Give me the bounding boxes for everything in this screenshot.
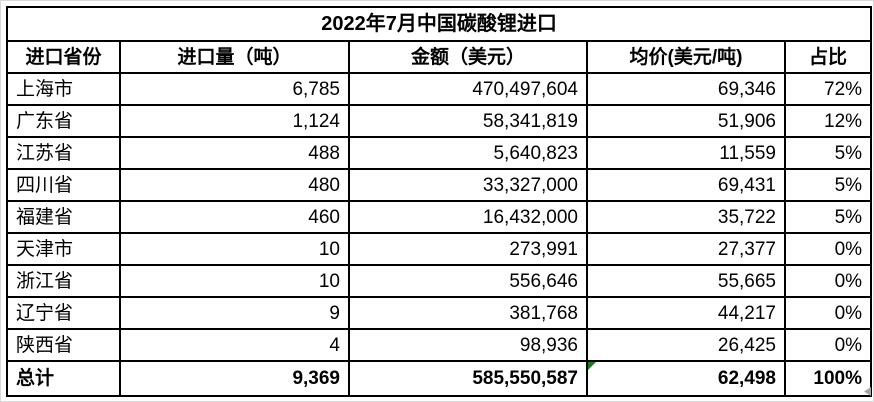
avg-price-cell: 55,665 bbox=[586, 264, 786, 298]
avg-price-cell: 26,425 bbox=[586, 328, 786, 362]
amount-cell: 58,341,819 bbox=[348, 104, 588, 138]
total-amount-cell: 585,550,587 bbox=[348, 360, 588, 397]
table-row: 陕西省 4 98,936 26,425 0% bbox=[6, 328, 873, 362]
header-volume: 进口量（吨） bbox=[119, 40, 350, 74]
header-share: 占比 bbox=[783, 40, 873, 74]
share-cell: 12% bbox=[783, 104, 873, 138]
province-cell: 江苏省 bbox=[6, 136, 121, 170]
table-row: 福建省 460 16,432,000 35,722 5% bbox=[6, 200, 873, 234]
total-avg-price-cell: 62,498 bbox=[586, 360, 786, 397]
province-cell: 辽宁省 bbox=[6, 296, 121, 330]
excel-cell-flag-icon bbox=[589, 363, 596, 370]
lithium-import-table: 2022年7月中国碳酸锂进口 进口省份 进口量（吨） 金额（美元） 均价(美元/… bbox=[5, 6, 873, 397]
table-total-row: 总计 9,369 585,550,587 62,498 100% bbox=[6, 360, 873, 397]
amount-cell: 470,497,604 bbox=[348, 72, 588, 106]
province-cell: 四川省 bbox=[6, 168, 121, 202]
amount-cell: 273,991 bbox=[348, 232, 588, 266]
table-row: 辽宁省 9 381,768 44,217 0% bbox=[6, 296, 873, 330]
share-cell: 72% bbox=[783, 72, 873, 106]
volume-cell: 460 bbox=[119, 200, 350, 234]
amount-cell: 33,327,000 bbox=[348, 168, 588, 202]
amount-cell: 16,432,000 bbox=[348, 200, 588, 234]
share-cell: 5% bbox=[783, 200, 873, 234]
table-row: 天津市 10 273,991 27,377 0% bbox=[6, 232, 873, 266]
avg-price-cell: 51,906 bbox=[586, 104, 786, 138]
table-title: 2022年7月中国碳酸锂进口 bbox=[5, 6, 873, 42]
table-title-row: 2022年7月中国碳酸锂进口 bbox=[5, 6, 873, 42]
table-row: 江苏省 488 5,640,823 11,559 5% bbox=[6, 136, 873, 170]
amount-cell: 98,936 bbox=[348, 328, 588, 362]
share-cell: 5% bbox=[783, 168, 873, 202]
province-cell: 福建省 bbox=[6, 200, 121, 234]
volume-cell: 1,124 bbox=[119, 104, 350, 138]
volume-cell: 6,785 bbox=[119, 72, 350, 106]
avg-price-cell: 69,346 bbox=[586, 72, 786, 106]
avg-price-cell: 69,431 bbox=[586, 168, 786, 202]
province-cell: 广东省 bbox=[6, 104, 121, 138]
table-row: 广东省 1,124 58,341,819 51,906 12% bbox=[6, 104, 873, 138]
volume-cell: 480 bbox=[119, 168, 350, 202]
amount-cell: 5,640,823 bbox=[348, 136, 588, 170]
table-row: 四川省 480 33,327,000 69,431 5% bbox=[6, 168, 873, 202]
volume-cell: 4 bbox=[119, 328, 350, 362]
province-cell: 陕西省 bbox=[6, 328, 121, 362]
table-body: 上海市 6,785 470,497,604 69,346 72% 广东省 1,1… bbox=[6, 72, 873, 362]
share-cell: 0% bbox=[783, 264, 873, 298]
header-amount: 金额（美元） bbox=[348, 40, 588, 74]
share-cell: 0% bbox=[783, 328, 873, 362]
corner-artifact-marker bbox=[864, 387, 871, 396]
total-label-cell: 总计 bbox=[6, 360, 121, 397]
volume-cell: 10 bbox=[119, 264, 350, 298]
header-avg-price: 均价(美元/吨) bbox=[586, 40, 786, 74]
volume-cell: 9 bbox=[119, 296, 350, 330]
table-row: 浙江省 10 556,646 55,665 0% bbox=[6, 264, 873, 298]
total-volume-cell: 9,369 bbox=[119, 360, 350, 397]
header-province: 进口省份 bbox=[6, 40, 121, 74]
table-row: 上海市 6,785 470,497,604 69,346 72% bbox=[6, 72, 873, 106]
province-cell: 天津市 bbox=[6, 232, 121, 266]
table-header-row: 进口省份 进口量（吨） 金额（美元） 均价(美元/吨) 占比 bbox=[6, 40, 873, 74]
total-share-cell: 100% bbox=[783, 360, 873, 397]
amount-cell: 556,646 bbox=[348, 264, 588, 298]
total-avg-price-value: 62,498 bbox=[717, 368, 776, 389]
volume-cell: 10 bbox=[119, 232, 350, 266]
avg-price-cell: 35,722 bbox=[586, 200, 786, 234]
volume-cell: 488 bbox=[119, 136, 350, 170]
province-cell: 浙江省 bbox=[6, 264, 121, 298]
avg-price-cell: 27,377 bbox=[586, 232, 786, 266]
province-cell: 上海市 bbox=[6, 72, 121, 106]
share-cell: 0% bbox=[783, 232, 873, 266]
share-cell: 5% bbox=[783, 136, 873, 170]
share-cell: 0% bbox=[783, 296, 873, 330]
avg-price-cell: 11,559 bbox=[586, 136, 786, 170]
avg-price-cell: 44,217 bbox=[586, 296, 786, 330]
amount-cell: 381,768 bbox=[348, 296, 588, 330]
